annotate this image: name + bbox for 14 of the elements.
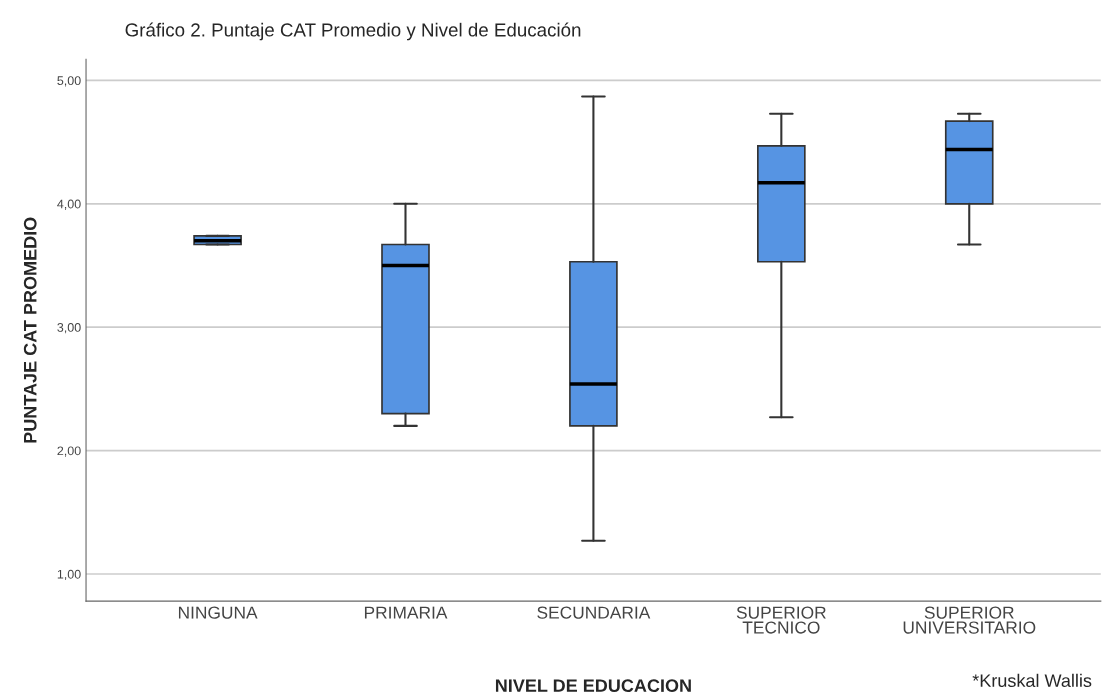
x-tick-label: SECUNDARIA (537, 606, 651, 619)
chart-title: Gráfico 2. Puntaje CAT Promedio y Nivel de Educación (125, 22, 581, 41)
x-tick-label: SUPERIOR TECNICO (736, 606, 826, 634)
y-tick-label: 4,00 (57, 199, 81, 210)
x-tick-label: NINGUNA (178, 606, 258, 619)
x-tick-label: SUPERIOR UNIVERSITARIO (903, 606, 1036, 634)
text: *Kruskal Wallis (972, 673, 1092, 688)
y-axis-title: PUNTAJE CAT PROMEDIO (23, 217, 37, 443)
y-tick-label: 5,00 (57, 76, 81, 87)
y-tick-label: 2,00 (57, 446, 81, 457)
x-axis-title: NIVEL DE EDUCACION (495, 679, 691, 693)
y-tick-label: 3,00 (57, 322, 81, 334)
y-tick-label: 1,00 (57, 569, 81, 581)
x-tick-label: PRIMARIA (364, 606, 448, 619)
